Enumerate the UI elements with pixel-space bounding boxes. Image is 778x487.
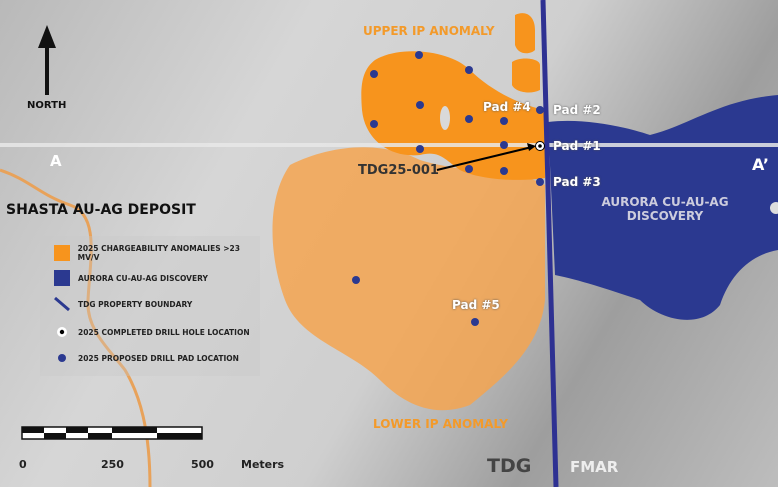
drill-pad-dot[interactable]	[370, 120, 378, 128]
section-start-label: A	[50, 152, 62, 170]
legend-label: 2025 PROPOSED DRILL PAD LOCATION	[78, 353, 239, 363]
tdg-property-label: TDG	[487, 455, 532, 477]
road	[0, 168, 152, 487]
legend-item-proposed-pad: 2025 PROPOSED DRILL PAD LOCATION	[54, 350, 239, 366]
scale-unit: Meters	[241, 458, 285, 471]
scale-bar	[21, 426, 203, 440]
drill-pad-dot[interactable]	[465, 165, 473, 173]
scale-tick-500: 500	[191, 458, 214, 471]
discovery-label: AURORA CU-AU-AG DISCOVERY	[600, 195, 730, 223]
section-end-label: A’	[752, 155, 769, 174]
scale-tick-250: 250	[101, 458, 124, 471]
aurora-discovery	[548, 95, 778, 320]
blue-square-icon	[54, 270, 70, 286]
completed-drill-hole-center	[538, 144, 542, 148]
proposed-drill-pads	[352, 51, 544, 326]
lower-ip-anomaly	[272, 147, 545, 411]
north-arrow-icon	[38, 25, 56, 95]
completed-hole-icon	[54, 324, 70, 340]
drill-pad-3-dot[interactable]	[536, 178, 544, 186]
blue-line-icon	[54, 296, 70, 312]
legend-label: 2025 COMPLETED DRILL HOLE LOCATION	[78, 327, 250, 337]
drill-pad-dot[interactable]	[416, 145, 424, 153]
drill-pad-dot[interactable]	[500, 141, 508, 149]
pad-4-label: Pad #4	[483, 100, 531, 114]
drill-pad-5-dot[interactable]	[471, 318, 479, 326]
legend-item-completed-hole: 2025 COMPLETED DRILL HOLE LOCATION	[54, 324, 250, 340]
pad-1-label: Pad #1	[553, 139, 601, 153]
drill-pad-dot[interactable]	[416, 101, 424, 109]
drill-hole-arrow	[436, 146, 533, 171]
discovery-hole	[770, 202, 778, 214]
discovery-label-line1: AURORA CU-AU-AG	[601, 195, 729, 209]
drill-pad-dot[interactable]	[465, 115, 473, 123]
blue-dot-icon	[54, 350, 70, 366]
anomaly-hole	[440, 106, 450, 130]
legend-label: AURORA CU-AU-AG DISCOVERY	[78, 273, 208, 283]
pad-2-label: Pad #2	[553, 103, 601, 117]
drill-pad-dot[interactable]	[370, 70, 378, 78]
legend-label: 2025 CHARGEABILITY ANOMALIES >23 MV/V	[77, 244, 240, 262]
lower-anomaly-label: LOWER IP ANOMALY	[373, 417, 508, 431]
upper-anomaly-label: UPPER IP ANOMALY	[363, 24, 495, 38]
map-title: SHASTA AU-AG DEPOSIT	[6, 202, 196, 218]
upper-ip-anomaly	[361, 51, 545, 180]
legend: 2025 CHARGEABILITY ANOMALIES >23 MV/V AU…	[40, 236, 260, 376]
legend-item-discovery: AURORA CU-AU-AG DISCOVERY	[54, 270, 208, 286]
north-label: NORTH	[27, 100, 67, 111]
legend-item-anomalies: 2025 CHARGEABILITY ANOMALIES >23 MV/V	[54, 244, 260, 262]
discovery-label-line2: DISCOVERY	[626, 209, 704, 223]
drill-pad-dot[interactable]	[465, 66, 473, 74]
legend-label: TDG PROPERTY BOUNDARY	[78, 299, 193, 309]
drill-pad-2-dot[interactable]	[536, 106, 544, 114]
fmar-property-label: FMAR	[570, 458, 619, 476]
drill-hole-label: TDG25-001	[358, 163, 439, 178]
pad-3-label: Pad #3	[553, 175, 601, 189]
scale-tick-0: 0	[19, 458, 27, 471]
drill-pad-dot[interactable]	[352, 276, 360, 284]
tdg-property-boundary	[540, 0, 559, 487]
drill-pad-dot[interactable]	[500, 167, 508, 175]
legend-item-boundary: TDG PROPERTY BOUNDARY	[54, 296, 192, 312]
arrowhead-icon	[527, 143, 536, 151]
upper-ip-anomaly-lobe	[512, 13, 540, 93]
drill-pad-dot[interactable]	[500, 117, 508, 125]
pad-5-label: Pad #5	[452, 298, 500, 312]
drill-pad-dot[interactable]	[415, 51, 423, 59]
orange-square-icon	[54, 245, 70, 261]
